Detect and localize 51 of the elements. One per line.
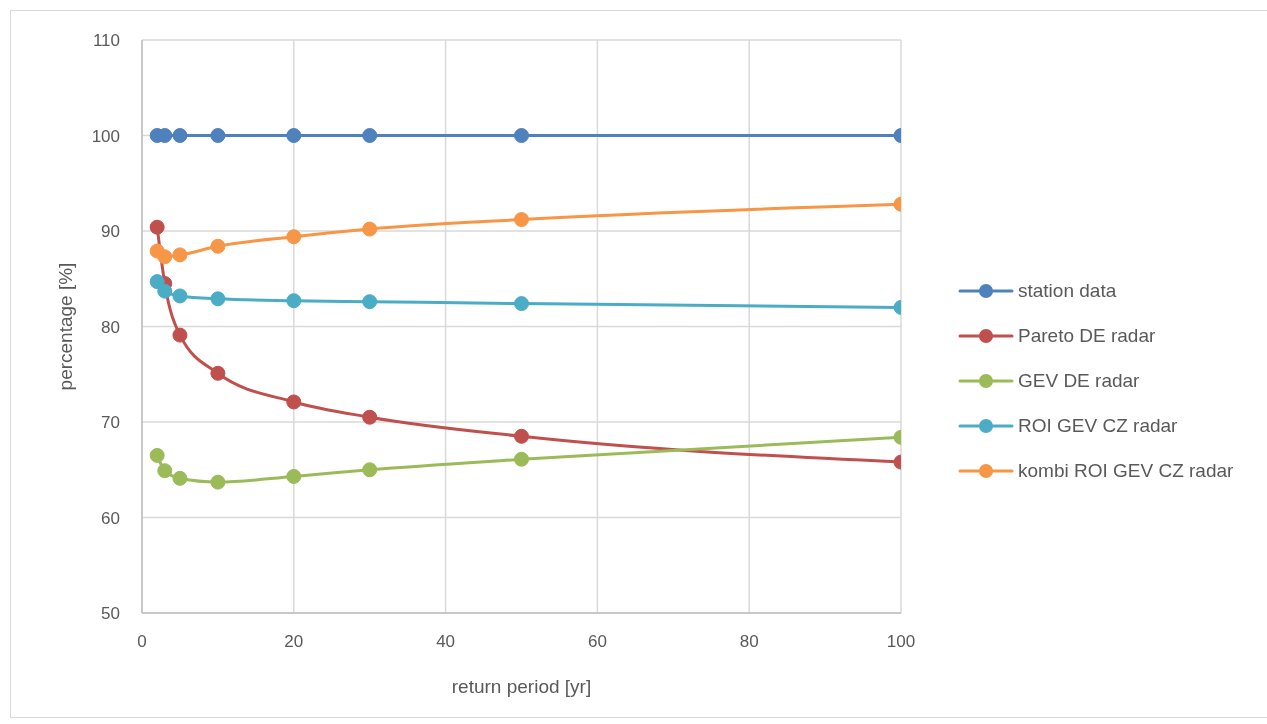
legend-label: station data bbox=[1018, 279, 1117, 302]
point bbox=[210, 291, 226, 307]
point bbox=[362, 128, 378, 143]
point bbox=[157, 283, 173, 299]
point bbox=[172, 470, 188, 486]
x-tick-label: 40 bbox=[436, 632, 456, 652]
x-tick-label: 20 bbox=[284, 632, 304, 652]
point bbox=[514, 451, 529, 467]
point bbox=[210, 474, 226, 490]
y-tick-label: 100 bbox=[91, 126, 120, 146]
x-tick-label: 0 bbox=[137, 632, 147, 652]
point bbox=[157, 249, 173, 265]
point bbox=[172, 288, 188, 304]
y-tick-label: 110 bbox=[92, 31, 120, 51]
legend-label: kombi ROI GEV CZ radar bbox=[1018, 459, 1234, 482]
x-tick-label: 80 bbox=[739, 632, 759, 652]
y-tick-label: 60 bbox=[101, 508, 120, 528]
y-tick-label: 70 bbox=[101, 413, 120, 433]
point bbox=[210, 365, 226, 381]
y-tick-label: 80 bbox=[101, 317, 120, 337]
point bbox=[362, 409, 378, 425]
x-tick-label: 100 bbox=[886, 632, 916, 652]
point bbox=[514, 296, 529, 312]
x-tick-label: 60 bbox=[587, 632, 607, 652]
point bbox=[172, 247, 188, 263]
point bbox=[286, 468, 302, 484]
x-axis-title: return period [yr] bbox=[451, 675, 592, 697]
point bbox=[362, 221, 378, 237]
y-tick-label: 50 bbox=[101, 604, 120, 624]
point bbox=[362, 294, 378, 310]
point bbox=[172, 327, 188, 343]
point bbox=[149, 274, 165, 290]
point bbox=[286, 229, 302, 245]
point bbox=[172, 128, 188, 143]
y-axis-title: percentage [%] bbox=[54, 262, 76, 391]
point bbox=[210, 238, 226, 254]
point bbox=[149, 219, 165, 235]
point bbox=[210, 128, 226, 143]
point bbox=[362, 462, 378, 478]
legend-label: Pareto DE radar bbox=[1018, 324, 1156, 347]
point bbox=[286, 394, 302, 410]
point bbox=[286, 293, 302, 309]
point bbox=[286, 128, 302, 143]
legend-label: GEV DE radar bbox=[1018, 369, 1140, 392]
legend-label: ROI GEV CZ radar bbox=[1018, 414, 1178, 437]
point bbox=[149, 447, 165, 463]
y-tick-label: 90 bbox=[101, 222, 120, 242]
point bbox=[514, 428, 529, 444]
point bbox=[514, 128, 529, 143]
point bbox=[514, 212, 529, 228]
point bbox=[157, 463, 173, 479]
